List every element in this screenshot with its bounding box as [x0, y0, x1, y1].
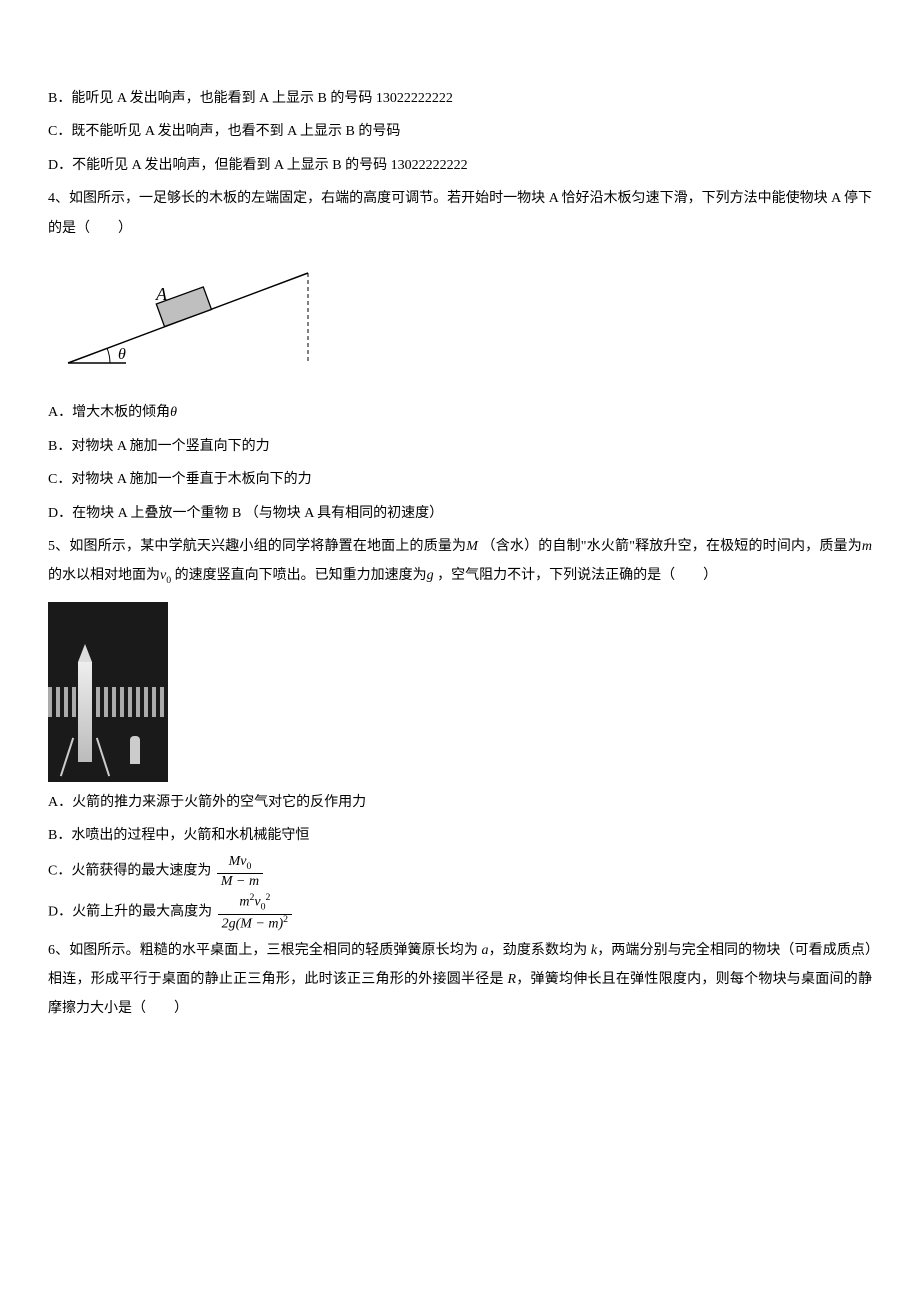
q5-seg4: 的速度竖直向下喷出。已知重力加速度为 — [171, 568, 427, 583]
q5-rocket-image — [48, 602, 168, 782]
rocket-tip — [78, 644, 92, 662]
sym-a: a — [482, 943, 489, 958]
sym-g: g — [427, 568, 434, 583]
q5-c-fraction: Mv0 M − m — [217, 854, 263, 889]
q5-c-prefix: C．火箭获得的最大速度为 — [48, 864, 211, 879]
prev-option-c: C．既不能听见 A 发出响声，也看不到 A 上显示 B 的号码 — [48, 117, 872, 146]
incline-svg: θ A — [48, 253, 328, 383]
q5-seg5: ，空气阻力不计，下列说法正确的是（ ） — [434, 568, 718, 583]
q4-option-a: A．增大木板的倾角θ — [48, 398, 872, 427]
q5-d-fraction: m2v02 2g(M − m)2 — [218, 893, 292, 931]
rocket-leg-left — [60, 737, 74, 776]
q4-diagram: θ A — [48, 253, 872, 394]
angle-label: θ — [118, 346, 126, 363]
q5-stem: 5、如图所示，某中学航天兴趣小组的同学将静置在地面上的质量为M （含水）的自制"… — [48, 532, 872, 592]
q5-d-prefix: D．火箭上升的最大高度为 — [48, 905, 212, 920]
rocket-body — [78, 662, 92, 762]
q5-seg3: 的水以相对地面为 — [48, 568, 160, 583]
sym-v0: v0 — [160, 568, 171, 583]
sym-R: R — [507, 972, 516, 987]
q6-seg2: ，劲度系数均为 — [489, 943, 591, 958]
rocket-leg-right — [96, 737, 110, 776]
prev-option-d: D．不能听见 A 发出响声，但能看到 A 上显示 B 的号码 130222222… — [48, 151, 872, 180]
q5-seg2: （含水）的自制"水火箭"释放升空，在极短的时间内，质量为 — [478, 539, 862, 554]
q6-stem: 6、如图所示。粗糙的水平桌面上，三根完全相同的轻质弹簧原长均为 a，劲度系数均为… — [48, 936, 872, 1024]
q4-option-d: D．在物块 A 上叠放一个重物 B （与物块 A 具有相同的初速度） — [48, 499, 872, 528]
q4-option-a-text: A．增大木板的倾角 — [48, 405, 170, 420]
prev-option-b: B．能听见 A 发出响声，也能看到 A 上显示 B 的号码 1302222222… — [48, 84, 872, 113]
q4-option-c: C．对物块 A 施加一个垂直于木板向下的力 — [48, 465, 872, 494]
sym-m: m — [862, 539, 872, 554]
q4-option-b: B．对物块 A 施加一个竖直向下的力 — [48, 432, 872, 461]
q6-seg1: 6、如图所示。粗糙的水平桌面上，三根完全相同的轻质弹簧原长均为 — [48, 943, 482, 958]
q5-option-d: D．火箭上升的最大高度为 m2v02 2g(M − m)2 — [48, 893, 872, 931]
theta-symbol: θ — [170, 405, 177, 420]
q5-option-c: C．火箭获得的最大速度为 Mv0 M − m — [48, 854, 872, 889]
rocket-person — [130, 736, 140, 764]
q5-option-a: A．火箭的推力来源于火箭外的空气对它的反作用力 — [48, 788, 872, 817]
block-label: A — [155, 284, 168, 304]
q5-option-b: B．水喷出的过程中，火箭和水机械能守恒 — [48, 821, 872, 850]
q5-seg1: 5、如图所示，某中学航天兴趣小组的同学将静置在地面上的质量为 — [48, 539, 466, 554]
sym-M: M — [466, 539, 478, 554]
document-page: B．能听见 A 发出响声，也能看到 A 上显示 B 的号码 1302222222… — [0, 0, 920, 1302]
q4-stem: 4、如图所示，一足够长的木板的左端固定，右端的高度可调节。若开始时一物块 A 恰… — [48, 184, 872, 243]
